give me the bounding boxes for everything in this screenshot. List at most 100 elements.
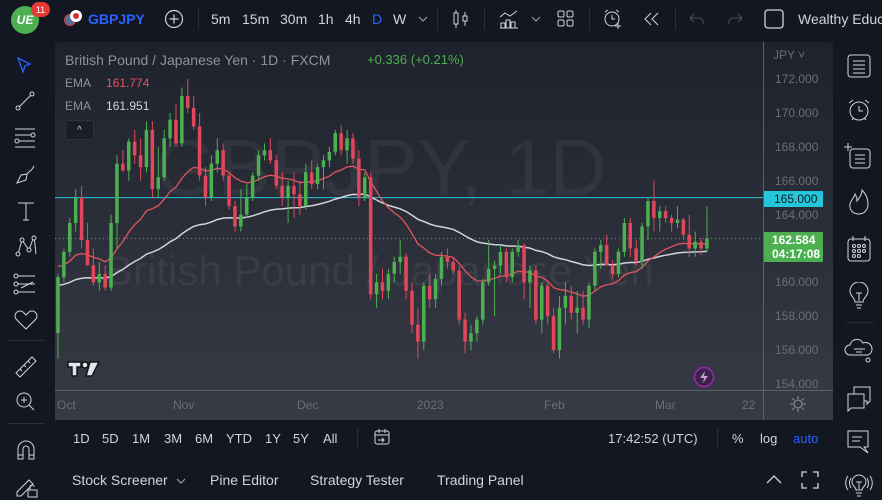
chevron-down-icon[interactable] bbox=[418, 15, 428, 23]
range-6m[interactable]: 6M bbox=[195, 431, 214, 446]
goto-date-icon[interactable] bbox=[373, 428, 391, 446]
candle bbox=[427, 285, 432, 300]
magnet-icon[interactable] bbox=[15, 438, 37, 462]
chart-legend-title[interactable]: British Pound / Japanese Yen · 1D · FXCM bbox=[65, 52, 331, 68]
range-3m[interactable]: 3M bbox=[164, 431, 183, 446]
range-all[interactable]: All bbox=[323, 431, 338, 446]
candle bbox=[504, 251, 509, 278]
clock-timezone[interactable]: 17:42:52 (UTC) bbox=[608, 431, 698, 446]
interval-w[interactable]: W bbox=[393, 11, 407, 27]
ema-slow-legend[interactable]: EMA 161.951 bbox=[65, 99, 150, 113]
ema-fast-legend[interactable]: EMA 161.774 bbox=[65, 76, 150, 90]
chevron-up-icon[interactable] bbox=[765, 473, 783, 485]
chart-settings-gear-icon[interactable] bbox=[789, 395, 807, 413]
candle bbox=[516, 245, 520, 252]
calendar-icon[interactable] bbox=[846, 235, 872, 263]
currency-selector[interactable]: JPY ˅ bbox=[773, 48, 806, 62]
interval-4h[interactable]: 4h bbox=[345, 11, 361, 27]
candle bbox=[327, 151, 332, 161]
minds-cloud-icon[interactable] bbox=[844, 335, 874, 365]
range-5y[interactable]: 5Y bbox=[293, 431, 309, 446]
auto-scale-toggle[interactable]: auto bbox=[793, 431, 819, 446]
candle bbox=[699, 241, 703, 249]
tab-strategy-tester[interactable]: Strategy Tester bbox=[310, 472, 404, 488]
event-lightning-icon[interactable] bbox=[693, 366, 715, 388]
log-scale-toggle[interactable]: log bbox=[760, 431, 778, 446]
candle bbox=[62, 251, 66, 278]
tab-pine-editor[interactable]: Pine Editor bbox=[210, 472, 279, 488]
fullscreen-checkbox-icon[interactable] bbox=[764, 9, 784, 29]
range-ytd[interactable]: YTD bbox=[226, 431, 252, 446]
tab-stock-screener[interactable]: Stock Screener bbox=[72, 472, 168, 488]
ideas-lightbulb-icon[interactable] bbox=[847, 282, 871, 312]
range-1y[interactable]: 1Y bbox=[265, 431, 281, 446]
candles-chart-type-icon[interactable] bbox=[452, 8, 470, 30]
candle bbox=[180, 95, 184, 144]
chats-icon[interactable] bbox=[845, 385, 873, 413]
alerts-clock-icon[interactable] bbox=[846, 97, 872, 123]
candle bbox=[274, 160, 278, 186]
candle bbox=[510, 251, 514, 278]
favorites-heart-icon[interactable] bbox=[13, 308, 39, 330]
comments-icon[interactable] bbox=[846, 429, 872, 457]
symbol-search-button[interactable]: GBPJPY bbox=[88, 11, 145, 27]
chart-pane[interactable]: GBPJPY, 1D British Pound / Japanese Yen … bbox=[55, 42, 833, 455]
prediction-tool-icon[interactable] bbox=[13, 273, 37, 295]
streams-broadcast-icon[interactable] bbox=[843, 472, 875, 500]
watchlist-icon[interactable] bbox=[846, 53, 872, 79]
interval-30m[interactable]: 30m bbox=[280, 11, 308, 27]
legend-collapse-button[interactable]: ^ bbox=[65, 120, 94, 140]
redo-icon[interactable] bbox=[727, 12, 743, 26]
text-tool-icon[interactable] bbox=[16, 200, 36, 222]
pattern-tool-icon[interactable] bbox=[14, 234, 38, 258]
data-window-icon[interactable] bbox=[844, 142, 872, 170]
ema-fast-line bbox=[57, 165, 708, 297]
undo-icon[interactable] bbox=[689, 12, 705, 26]
hotlist-flame-icon[interactable] bbox=[846, 188, 872, 216]
candle bbox=[127, 141, 131, 171]
interval-15m[interactable]: 15m bbox=[242, 11, 270, 27]
layout-grid-icon[interactable] bbox=[557, 10, 575, 28]
candle bbox=[73, 197, 78, 223]
indicators-icon[interactable] bbox=[498, 8, 520, 30]
candle bbox=[652, 201, 656, 218]
interval-5m[interactable]: 5m bbox=[211, 11, 231, 27]
candle bbox=[256, 155, 261, 176]
range-1m[interactable]: 1M bbox=[132, 431, 151, 446]
watermark-name: British Pound / Japanese Yen bbox=[105, 247, 654, 294]
alert-add-icon[interactable] bbox=[602, 7, 624, 31]
lock-drawings-icon[interactable] bbox=[14, 475, 40, 499]
compare-add-icon[interactable] bbox=[164, 9, 184, 29]
interval-d[interactable]: D bbox=[372, 11, 383, 27]
maximize-panel-icon[interactable] bbox=[801, 471, 819, 489]
trend-line-icon[interactable] bbox=[14, 90, 36, 112]
cursor-icon[interactable] bbox=[15, 56, 35, 76]
brush-icon[interactable] bbox=[14, 163, 38, 185]
range-1d[interactable]: 1D bbox=[73, 431, 90, 446]
candle bbox=[233, 206, 237, 227]
hline-price-label[interactable]: 165.000 bbox=[764, 191, 823, 207]
candle bbox=[498, 251, 503, 266]
percent-scale-toggle[interactable]: % bbox=[732, 431, 744, 446]
candle bbox=[374, 282, 379, 295]
range-5d[interactable]: 5D bbox=[102, 431, 119, 446]
ruler-measure-icon[interactable] bbox=[13, 354, 39, 380]
candle bbox=[386, 273, 391, 291]
replay-icon[interactable] bbox=[643, 11, 661, 27]
candle bbox=[203, 175, 208, 198]
horizontal-lines-icon[interactable] bbox=[13, 126, 37, 148]
candle bbox=[304, 172, 308, 207]
candle bbox=[280, 185, 284, 198]
zoom-in-icon[interactable] bbox=[14, 390, 38, 414]
candle bbox=[97, 273, 101, 283]
candlestick-chart[interactable] bbox=[55, 42, 833, 455]
chevron-down-icon[interactable] bbox=[531, 15, 541, 23]
candle bbox=[563, 295, 568, 308]
candle bbox=[292, 185, 296, 195]
interval-1h[interactable]: 1h bbox=[318, 11, 334, 27]
layout-name[interactable]: Wealthy Educ bbox=[798, 11, 882, 27]
tradingview-logo-icon[interactable] bbox=[67, 360, 101, 378]
chevron-down-icon[interactable] bbox=[176, 477, 186, 485]
candle bbox=[475, 319, 479, 334]
tab-trading-panel[interactable]: Trading Panel bbox=[437, 472, 524, 488]
